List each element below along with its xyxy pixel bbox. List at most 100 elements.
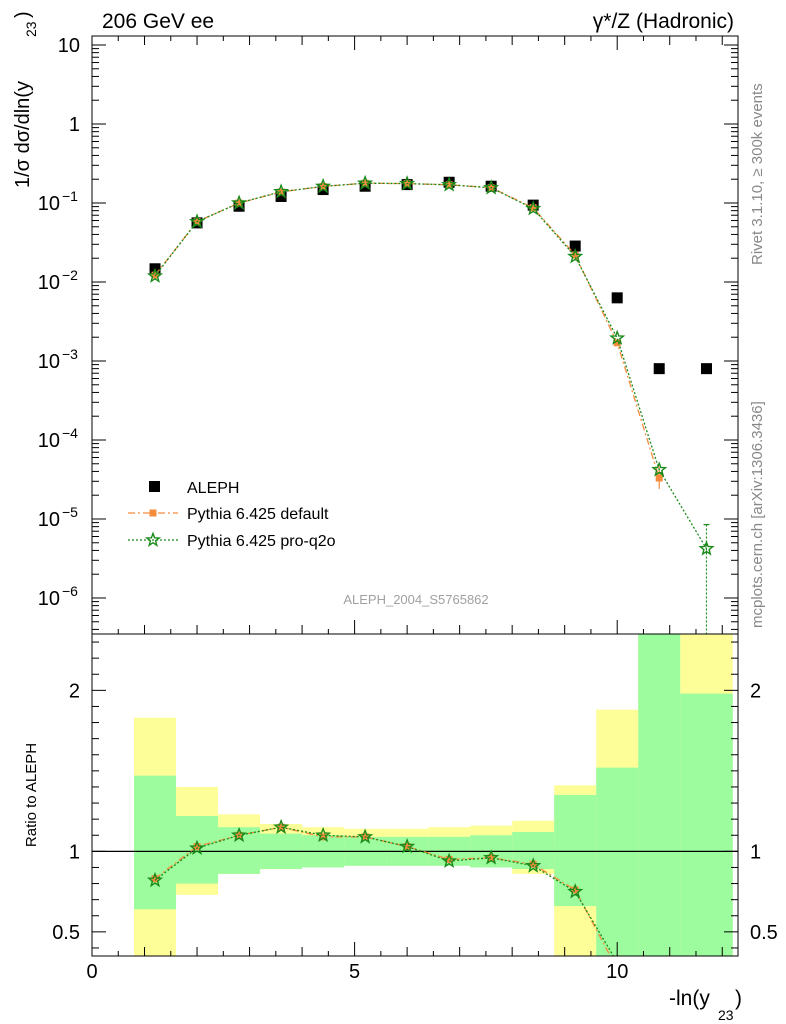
ratio-pythia-proq2o-marker xyxy=(231,826,248,843)
ratio-frame xyxy=(91,633,739,957)
y-tick-label: 10 xyxy=(38,430,60,452)
uncertainty-band-inner xyxy=(596,767,639,956)
main-plot-area xyxy=(146,174,715,634)
ratio-pythia-proq2o-marker xyxy=(399,837,416,854)
ratio-pythia-proq2o-marker xyxy=(441,852,458,868)
pythia-proq2o-marker xyxy=(146,267,164,283)
ratio-pythia-proq2o-marker xyxy=(483,849,500,865)
ratio-pythia-default-marker xyxy=(151,875,159,883)
pythia-proq2o-marker xyxy=(189,213,206,229)
y-tick-label: 10 xyxy=(38,272,60,294)
ratio-axis-ticks: 0.5 0.5 1 1 2 2 0 5 10 xyxy=(52,641,778,983)
ratio-pythia-default-marker xyxy=(529,860,537,868)
ratio-pythia-default-marker xyxy=(319,833,327,841)
pythia-proq2o-marker xyxy=(698,540,715,556)
ratio-pythia-default-marker xyxy=(193,843,201,851)
ratio-pythia-proq2o-marker xyxy=(189,839,206,856)
ratio-y-tick-label: 0.5 xyxy=(52,922,80,944)
pythia-default-marker xyxy=(613,339,621,347)
ratio-panel: 0.5 0.5 1 1 2 2 0 5 10 Ratio to ALEPH -ln(y 23) xyxy=(23,633,778,1023)
pythia-default-marker xyxy=(235,199,243,207)
header-left: 206 GeV ee xyxy=(102,10,214,33)
pythia-proq2o-marker xyxy=(567,247,584,264)
ratio-pythia-proq2o-marker xyxy=(146,871,164,888)
pythia-proq2o-marker xyxy=(609,329,626,345)
uncertainty-band-inner xyxy=(134,775,177,910)
uncertainty-band-inner xyxy=(638,634,681,956)
aleph-marker xyxy=(700,363,712,375)
aleph-marker xyxy=(611,292,623,304)
pythia-default-marker xyxy=(655,474,663,482)
x-tick-label: 0 xyxy=(86,961,97,983)
pythia-proq2o-marker xyxy=(651,461,668,477)
ratio-pythia-proq2o-marker xyxy=(315,826,332,843)
x-label-paren: ) xyxy=(735,987,742,1010)
pythia-proq2o-marker xyxy=(315,177,332,194)
ratio-pythia-proq2o-marker xyxy=(525,857,542,873)
uncertainty-band-inner xyxy=(680,693,733,956)
ratio-pythia-default-marker xyxy=(403,843,411,851)
y-tick-label: 10 xyxy=(58,35,80,57)
y-tick-exponent: −6 xyxy=(62,583,78,599)
pythia-proq2o-marker xyxy=(230,194,248,210)
x-axis-label: -ln(y 23) xyxy=(669,987,742,1023)
legend-proq2o-marker xyxy=(144,531,162,547)
pythia-default-marker xyxy=(277,188,285,196)
legend-proq2o-label: Pythia 6.425 pro-q2o xyxy=(187,533,336,550)
ratio-pythia-proq2o-line xyxy=(154,826,615,956)
header-right: γ*/Z (Hadronic) xyxy=(593,10,734,33)
pythia-default-marker xyxy=(445,181,453,189)
main-ylabel: 1/σ dσ/dln(y 23) xyxy=(12,11,39,188)
ratio-pythia-proq2o-marker xyxy=(567,883,584,899)
pythia-default-marker xyxy=(529,204,537,212)
rivet-note: Rivet 3.1.10, ≥ 300k events xyxy=(749,83,766,265)
legend-default-marker xyxy=(149,509,157,517)
aleph-marker xyxy=(275,190,287,202)
ratio-pythia-default-marker xyxy=(277,823,285,831)
y-tick-label: 10 xyxy=(38,509,60,531)
analysis-id: ALEPH_2004_S5765862 xyxy=(343,592,488,607)
ratio-pythia-default-marker xyxy=(571,886,579,894)
pythia-proq2o-marker xyxy=(272,183,290,199)
ratio-pythia-default-marker xyxy=(445,855,453,863)
y-tick-label: 10 xyxy=(38,588,60,610)
pythia-default-marker xyxy=(361,179,369,187)
legend: ALEPH Pythia 6.425 default Pythia 6.425 pr… xyxy=(128,480,336,550)
y-tick-exponent: −4 xyxy=(62,425,78,441)
main-ylabel-text: 1/σ dσ/dln(y xyxy=(12,81,34,188)
ratio-pythia-default-line xyxy=(154,826,612,956)
y-tick-exponent: −3 xyxy=(62,346,78,362)
ratio-pythia-default-marker xyxy=(487,854,495,862)
legend-aleph-marker xyxy=(149,481,160,492)
pythia-proq2o-marker xyxy=(398,175,416,191)
aleph-marker xyxy=(653,363,665,375)
main-ylabel-subscript: 23 xyxy=(23,21,39,37)
y-tick-label: 10 xyxy=(38,193,60,215)
pythia-proq2o-marker xyxy=(525,200,542,216)
y-tick-exponent: −5 xyxy=(62,504,78,520)
x-label-text: -ln(y xyxy=(669,987,710,1010)
ratio-y-tick-label: 1 xyxy=(69,841,80,863)
ratio-ylabel: Ratio to ALEPH xyxy=(23,743,40,847)
legend-default-label: Pythia 6.425 default xyxy=(187,506,329,523)
mcplots-note: mcplots.cern.ch [arXiv:1306.3436] xyxy=(749,401,766,628)
y-tick-exponent: −1 xyxy=(62,188,78,204)
pythia-proq2o-marker xyxy=(357,174,374,191)
legend-aleph-label: ALEPH xyxy=(187,480,239,497)
x-label-subscript: 23 xyxy=(718,1007,734,1023)
pythia-default-marker xyxy=(571,251,579,259)
main-ylabel-paren: ) xyxy=(12,11,34,18)
ratio-y-tick-label-right: 1 xyxy=(750,841,761,863)
pythia-proq2o-marker xyxy=(483,179,500,195)
aleph-marker xyxy=(569,240,581,252)
x-tick-label: 10 xyxy=(606,961,628,983)
ratio-y-tick-label-right: 0.5 xyxy=(750,922,778,944)
ratio-y-tick-label-right: 2 xyxy=(750,680,761,702)
pythia-default-line xyxy=(154,182,660,479)
pythia-proq2o-marker xyxy=(441,176,458,192)
ratio-plot-area xyxy=(92,634,738,956)
ratio-pythia-proq2o-marker xyxy=(272,818,290,835)
